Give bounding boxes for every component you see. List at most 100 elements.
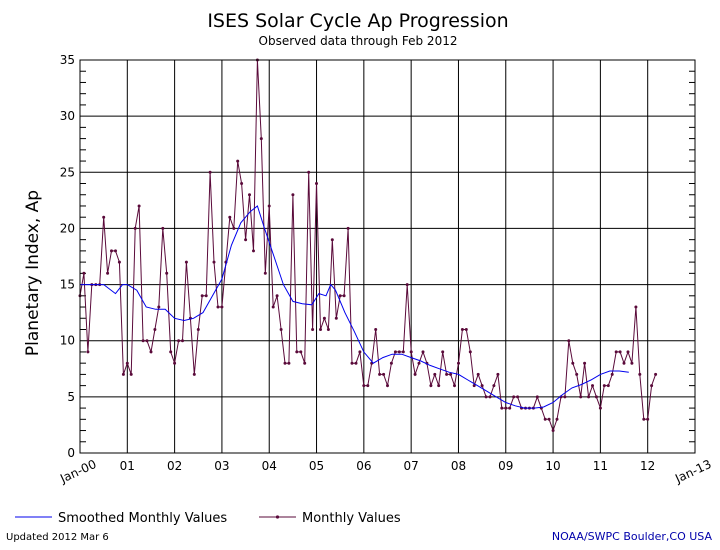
monthly-point — [263, 271, 267, 275]
monthly-point — [220, 305, 224, 309]
x-tick-label: 10 — [545, 459, 560, 473]
monthly-point — [429, 384, 433, 388]
monthly-point — [184, 260, 188, 264]
monthly-point — [117, 260, 121, 264]
monthly-point — [228, 215, 232, 219]
monthly-point — [362, 384, 366, 388]
monthly-point — [484, 395, 488, 399]
monthly-point — [563, 395, 567, 399]
monthly-point — [315, 182, 318, 185]
monthly-point — [591, 384, 594, 388]
y-tick-label: 30 — [60, 109, 75, 123]
monthly-point — [496, 372, 500, 376]
y-tick-label: 35 — [60, 53, 75, 67]
monthly-point — [287, 361, 291, 365]
x-tick-label: Jan-13 — [672, 457, 713, 486]
monthly-point — [283, 361, 287, 365]
monthly-point — [476, 372, 480, 376]
chart-subtitle: Observed data through Feb 2012 — [259, 34, 458, 48]
monthly-point — [445, 372, 449, 376]
monthly-point — [433, 372, 437, 376]
monthly-point — [102, 215, 106, 219]
monthly-point — [157, 305, 161, 309]
monthly-point — [500, 406, 504, 410]
monthly-point — [602, 384, 606, 388]
monthly-point — [240, 182, 244, 185]
monthly-point — [480, 384, 484, 388]
monthly-point — [192, 372, 196, 376]
monthly-point — [232, 226, 236, 230]
plot-frame — [79, 59, 696, 454]
monthly-point — [200, 294, 204, 298]
monthly-point — [374, 328, 378, 331]
monthly-point — [149, 350, 153, 354]
y-tick-label: 20 — [60, 221, 75, 235]
monthly-point — [110, 249, 113, 253]
monthly-point — [606, 384, 610, 388]
monthly-point — [271, 305, 275, 309]
monthly-point — [204, 294, 208, 298]
monthly-point — [587, 395, 591, 399]
monthly-point — [291, 193, 295, 197]
monthly-point — [354, 361, 358, 365]
monthly-point — [378, 372, 382, 376]
monthly-point — [161, 226, 165, 230]
monthly-point — [460, 328, 464, 331]
monthly-point — [338, 294, 342, 298]
monthly-point — [311, 328, 315, 331]
monthly-point — [468, 350, 472, 354]
data-series — [78, 58, 658, 433]
monthly-point — [401, 350, 405, 354]
monthly-point — [330, 238, 334, 242]
monthly-point — [504, 406, 508, 410]
monthly-point — [397, 350, 401, 354]
y-tick-label: 25 — [60, 165, 75, 179]
monthly-point — [567, 339, 571, 343]
monthly-point — [441, 350, 445, 354]
monthly-point — [421, 350, 425, 354]
monthly-point — [165, 271, 169, 275]
monthly-point — [125, 361, 129, 365]
y-tick-label: 5 — [67, 390, 75, 404]
monthly-point — [646, 417, 650, 421]
monthly-point — [516, 395, 520, 399]
monthly-point — [153, 328, 157, 331]
monthly-point — [453, 384, 456, 388]
monthly-point — [267, 204, 271, 208]
monthly-point — [326, 328, 330, 331]
x-tick-label: 08 — [451, 459, 466, 473]
monthly-point — [386, 384, 389, 388]
monthly-point — [322, 316, 326, 320]
monthly-point — [208, 170, 212, 174]
monthly-point — [614, 350, 618, 354]
monthly-point — [106, 271, 110, 275]
monthly-point — [141, 339, 145, 343]
x-tick-label: 03 — [214, 459, 229, 473]
monthly-point — [252, 249, 255, 253]
monthly-point — [650, 384, 654, 388]
monthly-point — [583, 361, 587, 365]
monthly-point — [181, 339, 184, 343]
monthly-point — [464, 328, 468, 331]
monthly-point — [279, 328, 283, 331]
monthly-point — [594, 395, 598, 399]
monthly-point — [555, 417, 559, 421]
monthly-point — [642, 417, 646, 421]
monthly-point — [303, 361, 307, 365]
monthly-point — [350, 361, 354, 365]
y-tick-label: 10 — [60, 334, 75, 348]
monthly-point — [547, 417, 551, 421]
monthly-point — [618, 350, 622, 354]
monthly-point — [129, 372, 133, 376]
monthly-point — [295, 350, 299, 354]
monthly-point — [216, 305, 220, 309]
x-tick-label: 06 — [356, 459, 371, 473]
monthly-point — [173, 361, 177, 365]
monthly-point — [457, 361, 460, 365]
monthly-point — [366, 384, 370, 388]
monthly-point — [248, 193, 251, 197]
monthly-point — [259, 137, 263, 141]
monthly-point — [236, 159, 240, 163]
